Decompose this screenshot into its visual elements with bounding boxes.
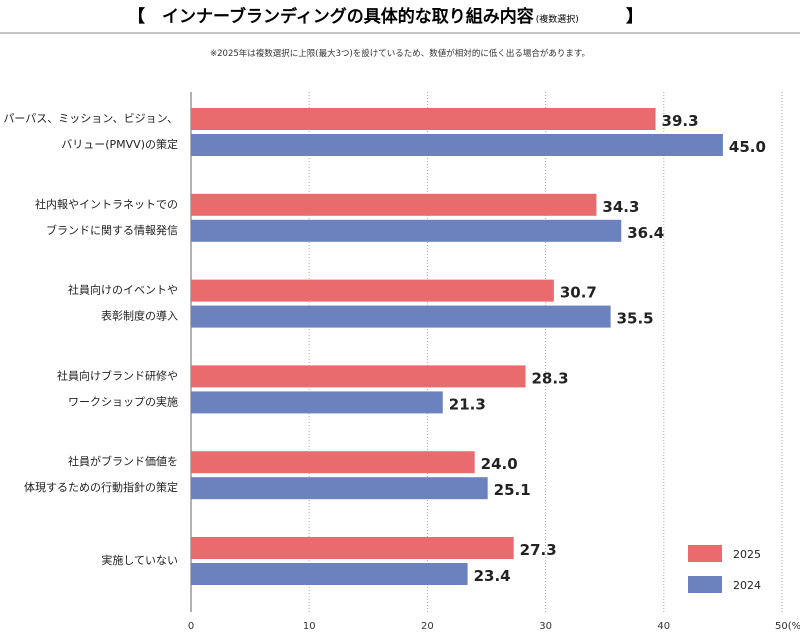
- bar-2024: [191, 477, 488, 500]
- bar-2025: [191, 537, 514, 559]
- data-label: 27.3: [520, 541, 557, 559]
- data-label: 24.0: [481, 455, 518, 473]
- x-tick-label: 0: [188, 621, 194, 632]
- data-label: 34.3: [602, 198, 639, 216]
- chart-note: ※2025年は複数選択に上限(最大3つ)を設けているため、数値が相対的に低く出る…: [210, 48, 590, 59]
- bar-2024: [191, 391, 443, 414]
- bar-2024: [191, 134, 723, 156]
- bar-2024: [191, 305, 611, 328]
- category-label: 体現するための行動指針の策定: [24, 480, 178, 494]
- data-label: 23.4: [474, 567, 511, 585]
- category-label: バリュー(PMVV)の策定: [61, 137, 178, 151]
- category-label: パーパス、ミッション、ビジョン、: [3, 112, 178, 125]
- x-tick-label: 40: [657, 621, 670, 632]
- chart-title: 【 インナーブランディングの具体的な取り組み内容 (複数選択): [128, 6, 579, 27]
- category-label: 社内報やイントラネットでの: [35, 197, 178, 211]
- data-label: 21.3: [449, 395, 486, 413]
- category-label: 社員向けのイベントや: [68, 283, 178, 297]
- category-label: 社員がブランド価値を: [68, 454, 178, 468]
- bar-2025: [191, 108, 656, 130]
- bar-2024: [191, 219, 622, 242]
- category-label: 社員向けブランド研修や: [57, 368, 178, 382]
- bar-2025: [191, 193, 597, 216]
- data-label: 35.5: [617, 310, 654, 328]
- data-label: 36.4: [627, 224, 664, 242]
- x-tick-label: 30: [539, 621, 552, 632]
- category-label: ワークショップの実施: [68, 394, 178, 408]
- legend-swatch-2024: [688, 576, 722, 593]
- bar-2024: [191, 563, 468, 585]
- data-label: 28.3: [532, 369, 569, 387]
- category-label: ブランドに関する情報発信: [46, 223, 178, 237]
- bar-2025: [191, 451, 475, 474]
- data-label: 25.1: [494, 481, 531, 499]
- data-label: 39.3: [662, 112, 699, 130]
- x-tick-label: 20: [421, 621, 434, 632]
- bar-2025: [191, 365, 526, 388]
- bar-2025: [191, 279, 554, 302]
- x-tick-label: 10: [303, 621, 316, 632]
- legend-swatch-2025: [688, 545, 722, 562]
- category-label: 実施していない: [101, 553, 178, 567]
- chart-title-close: 】: [626, 6, 643, 27]
- legend-label: 2024: [733, 579, 761, 592]
- data-label: 45.0: [729, 138, 766, 156]
- x-tick-label: 50(%): [775, 621, 800, 632]
- category-label: 表彰制度の導入: [101, 309, 178, 323]
- legend-label: 2025: [733, 548, 761, 561]
- data-label: 30.7: [560, 284, 597, 302]
